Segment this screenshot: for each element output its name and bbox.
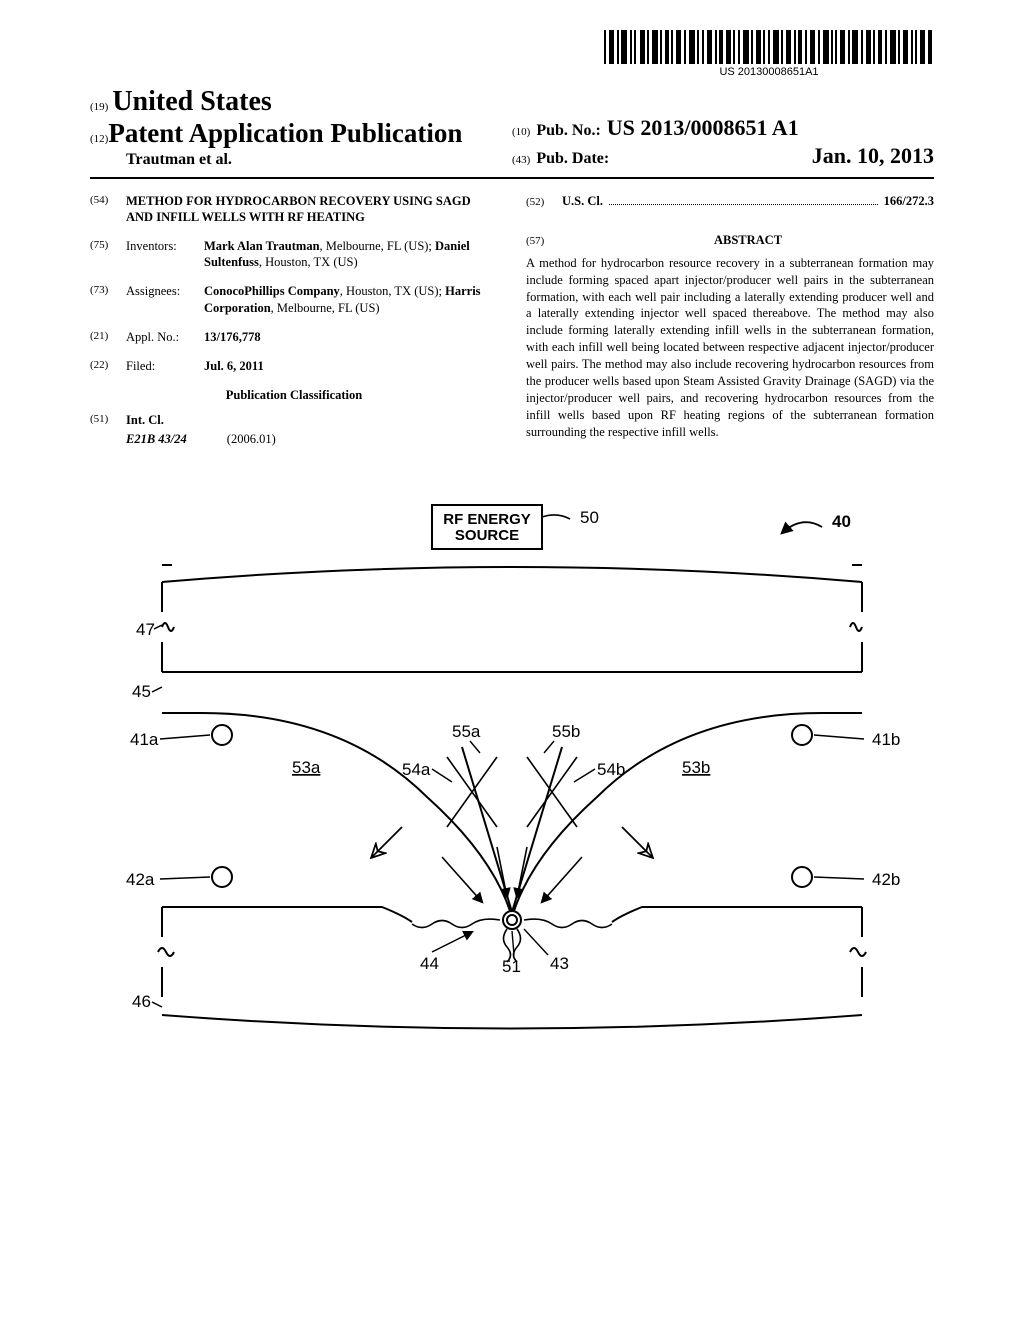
abstract-heading: ABSTRACT [562, 232, 934, 249]
applno-label: Appl. No.: [126, 329, 204, 346]
pubno-value: US 2013/0008651 A1 [607, 115, 799, 141]
code-51: (51) [90, 412, 126, 429]
svg-text:55a: 55a [452, 722, 481, 741]
header-rule [90, 177, 934, 179]
pubdate-label: Pub. Date: [536, 150, 609, 168]
assignees-value: ConocoPhillips Company, Houston, TX (US)… [204, 283, 498, 317]
svg-text:45: 45 [132, 682, 151, 701]
svg-text:RF ENERGYSOURCE: RF ENERGYSOURCE [443, 511, 531, 544]
filed-label: Filed: [126, 358, 204, 375]
inventors-label: Inventors: [126, 238, 204, 272]
inventors-value: Mark Alan Trautman, Melbourne, FL (US); … [204, 238, 498, 272]
applno-value: 13/176,778 [204, 330, 261, 344]
svg-text:50: 50 [580, 508, 599, 527]
svg-text:54a: 54a [402, 760, 431, 779]
code-75: (75) [90, 238, 126, 272]
assignee-1: ConocoPhillips Company [204, 284, 340, 298]
code-22: (22) [90, 358, 126, 375]
abstract-text: A method for hydrocarbon resource recove… [526, 255, 934, 441]
code-73: (73) [90, 283, 126, 317]
assignees-label: Assignees: [126, 283, 204, 317]
code-57: (57) [526, 234, 562, 249]
code-21: (21) [90, 329, 126, 346]
uscl-label: U.S. Cl. [562, 194, 603, 208]
barcode-region: US 20130008651A1 [90, 30, 934, 80]
country-title: United States [112, 86, 271, 117]
inventor-2-loc: , Houston, TX (US) [259, 255, 358, 269]
assignee-1-loc: , Houston, TX (US); [340, 284, 445, 298]
svg-text:41b: 41b [872, 730, 900, 749]
pub-classification-heading: Publication Classification [90, 387, 498, 404]
pubno-label: Pub. No.: [536, 122, 600, 140]
uscl-value: 166/272.3 [884, 193, 934, 210]
svg-text:54b: 54b [597, 760, 625, 779]
intcl-label: Int. Cl. [126, 413, 164, 427]
filed-value: Jul. 6, 2011 [204, 359, 264, 373]
uscl-dots [609, 204, 878, 205]
svg-text:43: 43 [550, 954, 569, 973]
code-52: (52) [526, 195, 562, 210]
svg-text:41a: 41a [130, 730, 159, 749]
svg-text:51: 51 [502, 957, 521, 976]
author-line: Trautman et al. [126, 151, 512, 169]
inventor-1: Mark Alan Trautman [204, 239, 320, 253]
intcl-code: E21B 43/24 [126, 431, 187, 448]
publication-type: Patent Application Publication [108, 118, 462, 149]
intcl-version: (2006.01) [227, 431, 276, 448]
inventor-1-loc: , Melbourne, FL (US); [320, 239, 436, 253]
code-10: (10) [512, 126, 530, 138]
svg-text:42a: 42a [126, 870, 155, 889]
svg-text:53a: 53a [292, 758, 321, 777]
svg-text:55b: 55b [552, 722, 580, 741]
assignee-2-loc: , Melbourne, FL (US) [271, 301, 380, 315]
barcode-text: US 20130008651A1 [604, 66, 934, 78]
svg-text:47: 47 [136, 620, 155, 639]
svg-text:53b: 53b [682, 758, 710, 777]
svg-text:44: 44 [420, 954, 439, 973]
code-19: (19) [90, 101, 108, 113]
svg-text:46: 46 [132, 992, 151, 1011]
svg-text:40: 40 [832, 512, 851, 531]
code-12: (12) [90, 133, 108, 145]
code-54: (54) [90, 193, 126, 226]
code-43: (43) [512, 154, 530, 166]
svg-text:42b: 42b [872, 870, 900, 889]
pubdate-value: Jan. 10, 2013 [812, 143, 934, 169]
patent-title: METHOD FOR HYDROCARBON RECOVERY USING SA… [126, 193, 498, 226]
patent-figure: RF ENERGYSOURCE 50 40 47 4 [90, 497, 934, 1057]
barcode: US 20130008651A1 [604, 30, 934, 78]
